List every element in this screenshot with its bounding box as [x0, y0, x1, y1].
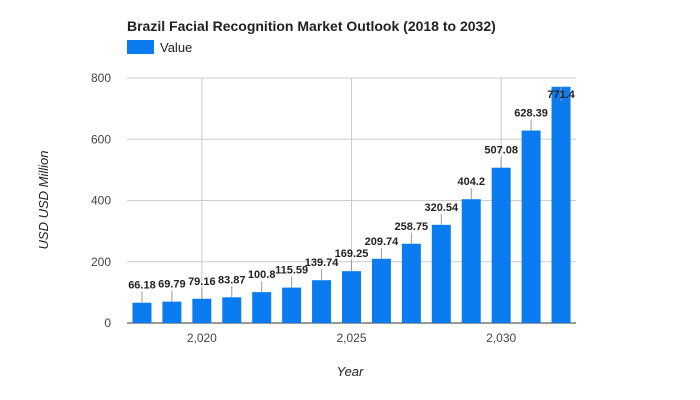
y-axis-ticks: 0 200 400 600 800 — [91, 71, 111, 330]
bars — [132, 86, 571, 323]
bar — [551, 86, 571, 323]
x-tick-label: 2,025 — [336, 331, 366, 345]
bar — [401, 243, 421, 323]
y-tick-label: 400 — [91, 194, 111, 208]
bar — [162, 301, 182, 323]
y-tick-label: 0 — [104, 316, 111, 330]
bar — [342, 271, 361, 323]
data-label: 258.75 — [395, 221, 429, 233]
data-label: 169.25 — [335, 248, 369, 260]
data-label: 100.8 — [248, 269, 276, 281]
data-label: 507.08 — [484, 145, 518, 157]
data-label: 320.54 — [424, 202, 459, 214]
legend: Value — [127, 40, 192, 55]
data-labels: 66.18 69.79 79.16 83.87 100.8 115.59139.74169… — [128, 86, 576, 303]
data-label: 209.74 — [365, 236, 400, 248]
bar — [252, 292, 272, 323]
x-tick-label: 2,020 — [187, 331, 217, 345]
y-tick-label: 200 — [91, 255, 111, 269]
bar — [312, 280, 332, 323]
bar — [521, 130, 541, 323]
x-axis-ticks: 2,020 2,025 2,030 — [187, 331, 517, 345]
legend-swatch-value — [127, 40, 154, 54]
bar — [491, 167, 511, 323]
data-label: 69.79 — [158, 279, 186, 291]
data-label: 79.16 — [188, 276, 216, 288]
data-label: 771.4 — [547, 89, 575, 101]
data-label: 628.39 — [514, 108, 548, 120]
bar — [222, 297, 242, 323]
data-label: 66.18 — [128, 280, 156, 292]
bar — [461, 199, 481, 323]
y-tick-label: 800 — [91, 71, 111, 85]
legend-label-value: Value — [160, 40, 192, 55]
bar — [371, 258, 391, 323]
data-label: 83.87 — [218, 274, 246, 286]
bar — [192, 298, 212, 323]
bar — [282, 287, 302, 323]
y-axis-label: USD USD Million — [36, 151, 51, 250]
bar — [431, 224, 451, 323]
x-axis-label: Year — [337, 364, 364, 379]
y-tick-label: 600 — [91, 132, 111, 146]
bar — [132, 302, 152, 323]
data-label: 115.59 — [275, 265, 308, 277]
chart-title: Brazil Facial Recognition Market Outlook… — [127, 18, 496, 34]
data-label: 139.74 — [305, 257, 340, 269]
data-label: 404.2 — [457, 176, 485, 188]
x-tick-label: 2,030 — [486, 331, 516, 345]
